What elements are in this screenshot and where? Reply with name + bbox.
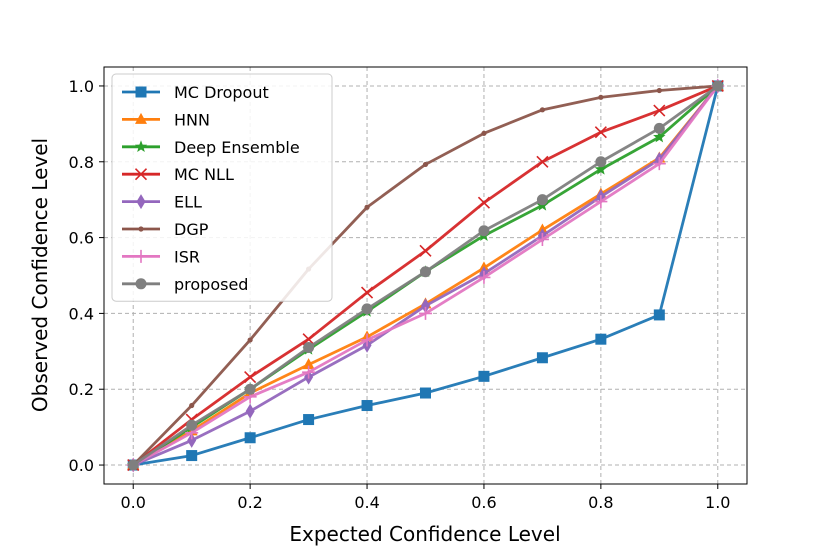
legend-label: ISR [174,247,200,266]
data-point-ell [187,432,197,448]
data-point-deep-ensemble [653,130,666,143]
y-tick-label: 0.6 [69,229,94,248]
data-point-mc-nll [653,104,666,117]
data-point-proposed [536,194,548,206]
y-axis-label: Observed Confidence Level [28,138,52,412]
x-tick-label: 0.8 [588,493,613,512]
data-point-isr [302,365,316,379]
data-point-isr [594,195,608,209]
legend-marker [134,168,148,181]
legend-item-hnn: HNN [122,110,210,129]
legend-label: HNN [174,110,210,129]
data-point-isr [419,306,432,320]
x-tick-label: 0.2 [237,493,262,512]
x-tick-label: 1.0 [705,493,730,512]
y-tick-label: 1.0 [69,77,94,96]
data-point-mc-dropout [420,387,431,399]
legend-marker [134,249,148,263]
x-tick-label: 0.6 [471,493,496,512]
legend-marker [135,278,147,290]
data-point-mc-dropout [186,450,198,462]
data-point-proposed [361,303,373,315]
data-point-proposed [127,459,139,471]
data-point-proposed [478,225,490,237]
legend-label: MC NLL [174,165,234,184]
legend-item-dgp: DGP [122,220,209,239]
legend-label: Deep Ensemble [174,138,300,157]
data-point-isr [477,270,491,284]
legend-box [111,73,333,302]
data-point-proposed [303,342,315,354]
legend-marker [135,112,147,124]
data-point-mc-nll [302,333,315,346]
legend-item-isr: ISR [122,247,200,266]
legend-label: DGP [174,220,209,239]
data-point-mc-nll [244,371,257,384]
data-point-dgp [539,107,546,113]
x-tick-label: 0.0 [121,493,146,512]
data-point-mc-nll [360,286,374,299]
data-point-mc-nll [419,244,432,257]
data-point-isr [535,232,549,246]
data-point-proposed [712,80,724,92]
x-axis-label: Expected Confidence Level [289,522,560,546]
data-point-mc-dropout [361,400,373,412]
data-point-proposed [420,266,431,278]
data-point-dgp [247,337,253,343]
data-point-proposed [244,383,256,395]
legend-marker [138,226,144,232]
legend-item-deep-ensemble: Deep Ensemble [122,138,300,157]
data-point-mc-dropout [303,414,315,426]
legend-item-mc-nll: MC NLL [122,165,234,184]
axis-ticks: 0.0 0.2 0.4 0.6 0.8 1.0 0.0 0.2 0.4 0.6 0.8 1.0 [69,77,731,512]
legend: MC Dropout HNN Deep Ensemble MC NLL ELL DGP IS… [111,73,333,302]
data-point-dgp [481,130,487,136]
data-point-proposed [186,419,198,431]
data-point-mc-dropout [536,352,548,364]
data-point-mc-nll [477,196,491,209]
x-tick-label: 0.4 [354,493,379,512]
legend-label: ELL [174,193,202,212]
legend-item-proposed: proposed [122,275,248,294]
data-point-proposed [595,156,607,168]
series-proposed [127,80,724,471]
legend-item-mc-dropout: MC Dropout [122,83,269,102]
y-tick-label: 0.2 [69,380,94,399]
data-point-mc-nll [594,126,607,139]
series-layer [126,78,725,473]
data-point-mc-nll [536,155,549,168]
legend-marker [136,194,146,210]
legend-label: MC Dropout [174,83,269,102]
data-point-mc-dropout [478,370,490,382]
legend-label: proposed [174,275,248,294]
legend-item-ell: ELL [122,193,202,212]
data-point-ell [421,298,430,314]
data-point-mc-dropout [244,432,256,444]
data-point-hnn [302,358,315,370]
legend-marker [134,140,148,153]
data-point-ell [245,403,255,419]
data-point-mc-dropout [595,333,607,345]
y-tick-label: 0.8 [69,153,94,172]
data-point-isr [360,333,374,347]
data-point-mc-dropout [653,309,665,321]
data-point-dgp [364,204,370,210]
data-point-isr [652,157,666,171]
data-point-dgp [656,87,662,94]
data-point-dgp [422,161,429,168]
data-point-dgp [189,402,195,409]
y-tick-label: 0.4 [69,304,94,323]
plot-area-frame [103,66,748,485]
data-point-dgp [598,94,604,100]
y-tick-label: 0.0 [69,456,94,475]
data-point-deep-ensemble [594,162,608,175]
legend-marker [135,86,147,98]
data-point-proposed [653,122,665,134]
